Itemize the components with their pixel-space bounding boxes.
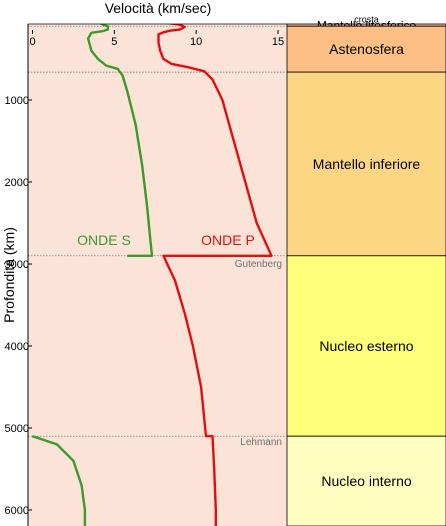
boundary-lines	[28, 25, 287, 437]
y-tick-label: 6000	[5, 505, 29, 517]
series-line-s-2	[32, 435, 87, 526]
y-tick-label: 1000	[5, 95, 29, 107]
layer-label-5: Nucleo esterno	[319, 338, 413, 354]
series-line-s-1	[86, 24, 154, 257]
s-wave-label: ONDE S	[77, 232, 131, 248]
x-tick-label: 10	[190, 36, 202, 48]
y-axis-title: Profondità (km)	[1, 227, 17, 323]
axes: 0 5 10 15 1000 2000 3000 4000 5000 6000	[5, 23, 287, 526]
layer-5	[286, 255, 446, 437]
gutenberg-label: Gutenberg	[235, 259, 282, 270]
series-line-p-1	[157, 24, 273, 526]
velocity-curves	[32, 24, 273, 526]
y-tick-label: 5000	[5, 423, 29, 435]
plot-background	[28, 24, 287, 526]
x-tick-label: 0	[29, 36, 35, 48]
layer-label-3: Astenosfera	[329, 41, 404, 57]
layer-label-1: crosta	[354, 15, 379, 25]
layer-3	[286, 25, 446, 73]
x-axis-title: Velocità (km/sec)	[105, 0, 212, 16]
y-tick-label: 3000	[5, 259, 29, 271]
x-tick-label: 5	[111, 36, 117, 48]
layer-6	[286, 435, 446, 526]
x-tick-label: 15	[272, 36, 284, 48]
layer-label-4: Mantello inferiore	[313, 156, 421, 172]
layer-label-6: Nucleo interno	[321, 473, 411, 489]
y-tick-label: 2000	[5, 177, 29, 189]
lehmann-label: Lehmann	[240, 437, 282, 448]
y-tick-label: 4000	[5, 341, 29, 353]
p-wave-label: ONDE P	[201, 232, 255, 248]
